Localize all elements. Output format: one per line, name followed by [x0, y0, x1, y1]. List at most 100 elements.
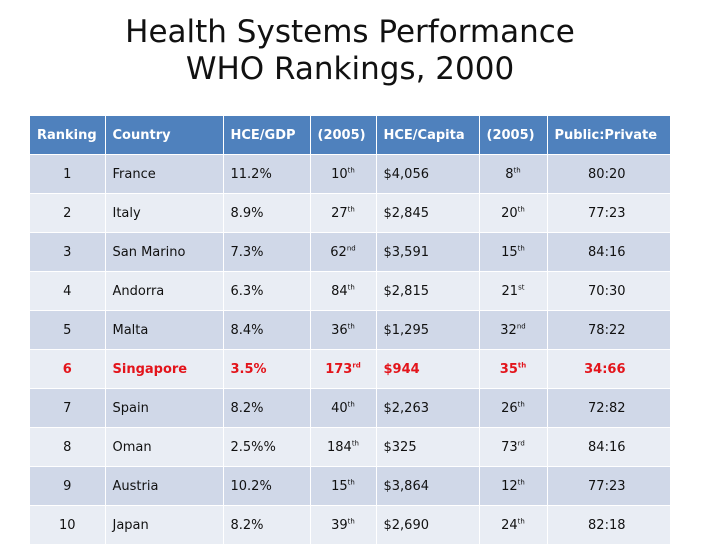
- table-row: 1 France 11.2% 10th $4,056 8th 80:20: [30, 154, 671, 194]
- rank-number: 8: [505, 166, 514, 182]
- cell-hce-gdp: 10.2%: [223, 466, 311, 506]
- rank-suffix: th: [517, 361, 527, 370]
- cell-hce-capita-rank: 24th: [479, 505, 548, 544]
- cell-hce-capita-rank: 26th: [479, 388, 548, 428]
- cell-public-private: 82:18: [547, 505, 671, 544]
- cell-public-private: 77:23: [547, 193, 671, 233]
- cell-hce-capita-rank: 32nd: [479, 310, 548, 350]
- rank-number: 39: [331, 517, 348, 533]
- rank-suffix: th: [351, 439, 359, 448]
- cell-hce-gdp: 8.4%: [223, 310, 311, 350]
- cell-hce-capita-rank: 8th: [479, 154, 548, 194]
- cell-hce-gdp: 11.2%: [223, 154, 311, 194]
- cell-public-private: 78:22: [547, 310, 671, 350]
- rank-suffix: th: [347, 205, 355, 214]
- table-row: 4 Andorra 6.3% 84th $2,815 21st 70:30: [30, 271, 671, 311]
- cell-country: Oman: [105, 427, 224, 467]
- rank-suffix: rd: [352, 361, 361, 370]
- header-hce-gdp-year: (2005): [310, 116, 377, 155]
- cell-ranking: 6: [30, 349, 106, 389]
- cell-country: Malta: [105, 310, 224, 350]
- cell-ranking: 1: [30, 154, 106, 194]
- cell-hce-gdp-rank: 36th: [310, 310, 377, 350]
- cell-ranking: 9: [30, 466, 106, 506]
- cell-public-private: 72:82: [547, 388, 671, 428]
- rank-suffix: th: [517, 517, 525, 526]
- cell-hce-capita: $4,056: [376, 154, 480, 194]
- table-row: 5 Malta 8.4% 36th $1,295 32nd 78:22: [30, 310, 671, 350]
- cell-hce-capita-rank: 12th: [479, 466, 548, 506]
- cell-country: Austria: [105, 466, 224, 506]
- rank-suffix: th: [517, 478, 525, 487]
- cell-hce-gdp-rank: 184th: [310, 427, 377, 467]
- rank-number: 40: [331, 400, 348, 416]
- header-row: Ranking Country HCE/GDP (2005) HCE/Capit…: [30, 116, 671, 155]
- cell-hce-gdp: 3.5%: [223, 349, 311, 389]
- rank-number: 10: [331, 166, 348, 182]
- cell-public-private: 77:23: [547, 466, 671, 506]
- cell-hce-capita: $3,864: [376, 466, 480, 506]
- table-row: 10 Japan 8.2% 39th $2,690 24th 82:18: [30, 505, 671, 544]
- cell-hce-gdp: 2.5%%: [223, 427, 311, 467]
- cell-hce-gdp-rank: 173rd: [310, 349, 377, 389]
- cell-country: Singapore: [105, 349, 224, 389]
- cell-hce-gdp: 6.3%: [223, 271, 311, 311]
- rank-number: 15: [331, 478, 348, 494]
- cell-hce-capita: $2,263: [376, 388, 480, 428]
- header-hce-gdp: HCE/GDP: [223, 116, 311, 155]
- table-row: 3 San Marino 7.3% 62nd $3,591 15th 84:16: [30, 232, 671, 272]
- rank-number: 12: [501, 478, 518, 494]
- rank-number: 62: [330, 244, 347, 260]
- cell-public-private: 34:66: [547, 349, 671, 389]
- rank-number: 184: [326, 439, 352, 455]
- cell-hce-gdp-rank: 62nd: [310, 232, 377, 272]
- rank-suffix: th: [347, 517, 355, 526]
- rank-suffix: nd: [516, 322, 526, 331]
- rank-suffix: th: [517, 205, 525, 214]
- cell-hce-capita: $1,295: [376, 310, 480, 350]
- rank-number: 21: [501, 283, 519, 299]
- rank-suffix: th: [347, 283, 355, 292]
- table-row: 2 Italy 8.9% 27th $2,845 20th 77:23: [30, 193, 671, 233]
- cell-ranking: 10: [30, 505, 106, 544]
- cell-hce-gdp-rank: 40th: [310, 388, 377, 428]
- cell-hce-capita-rank: 20th: [479, 193, 548, 233]
- cell-ranking: 5: [30, 310, 106, 350]
- cell-ranking: 3: [30, 232, 106, 272]
- cell-ranking: 8: [30, 427, 106, 467]
- cell-ranking: 2: [30, 193, 106, 233]
- cell-country: Italy: [105, 193, 224, 233]
- cell-country: San Marino: [105, 232, 224, 272]
- cell-ranking: 4: [30, 271, 106, 311]
- cell-hce-capita: $325: [376, 427, 480, 467]
- rank-number: 32: [500, 322, 517, 338]
- rank-number: 35: [499, 361, 518, 377]
- cell-country: France: [105, 154, 224, 194]
- rank-number: 20: [501, 205, 518, 221]
- rank-suffix: th: [347, 400, 355, 409]
- rank-suffix: th: [347, 322, 355, 331]
- rank-suffix: th: [513, 166, 521, 175]
- rank-suffix: st: [518, 283, 525, 292]
- cell-hce-gdp: 7.3%: [223, 232, 311, 272]
- cell-country: Japan: [105, 505, 224, 544]
- slide-title: Health Systems Performance WHO Rankings,…: [0, 14, 700, 88]
- rank-number: 73: [501, 439, 518, 455]
- rank-suffix: th: [347, 478, 355, 487]
- cell-hce-capita: $2,815: [376, 271, 480, 311]
- cell-hce-capita: $2,690: [376, 505, 480, 544]
- table-row: 6 Singapore 3.5% 173rd $944 35th 34:66: [30, 349, 671, 389]
- cell-ranking: 7: [30, 388, 106, 428]
- cell-hce-gdp-rank: 27th: [310, 193, 377, 233]
- rank-number: 173: [325, 361, 353, 377]
- header-public-private: Public:Private: [547, 116, 671, 155]
- cell-public-private: 70:30: [547, 271, 671, 311]
- cell-hce-capita-rank: 21st: [479, 271, 548, 311]
- header-country: Country: [105, 116, 224, 155]
- rank-number: 15: [501, 244, 518, 260]
- cell-hce-capita: $2,845: [376, 193, 480, 233]
- cell-country: Spain: [105, 388, 224, 428]
- rank-suffix: th: [517, 244, 525, 253]
- cell-public-private: 84:16: [547, 232, 671, 272]
- rank-number: 26: [501, 400, 518, 416]
